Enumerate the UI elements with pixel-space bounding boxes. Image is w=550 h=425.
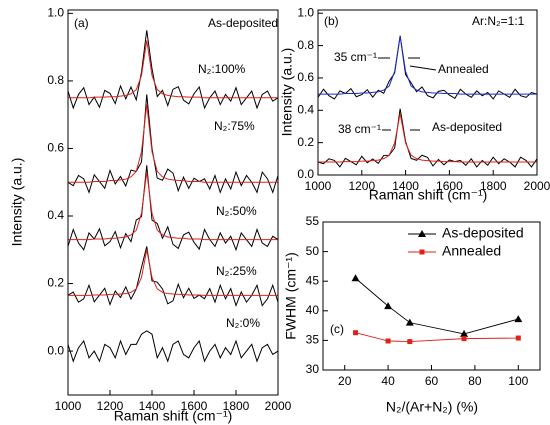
panel-label: (c) xyxy=(330,322,344,336)
series-line xyxy=(318,35,537,100)
x-tick-label: 100 xyxy=(508,374,528,388)
curve-label: Annealed xyxy=(438,62,489,76)
y-tick-label: 0.6 xyxy=(47,141,64,155)
marker xyxy=(407,339,413,345)
plot-frame xyxy=(322,221,541,371)
curve-label: N₂:25% xyxy=(216,264,257,278)
curve-label: N₂:50% xyxy=(216,204,257,218)
x-tick-label: 1200 xyxy=(97,399,124,413)
y-tick-label: 30 xyxy=(306,362,320,376)
series-line xyxy=(68,104,278,183)
x-tick-label: 1000 xyxy=(305,179,332,193)
plot-lines xyxy=(355,277,519,343)
x-tick-label: 1800 xyxy=(223,399,250,413)
series-line xyxy=(68,94,278,194)
annotation: 38 cm⁻¹ xyxy=(338,122,381,136)
series-line xyxy=(68,172,278,241)
x-tick-label: 2000 xyxy=(265,399,292,413)
curve-label: As-deposited xyxy=(432,120,502,134)
marker xyxy=(461,336,467,342)
y-tick-label: 1.0 xyxy=(297,5,314,19)
series-line xyxy=(68,40,278,99)
legend-label: As-deposited xyxy=(442,225,524,241)
marker xyxy=(419,249,425,255)
x-axis-title: Raman shift (cm⁻¹) xyxy=(114,408,233,424)
x-tick-label: 80 xyxy=(468,374,482,388)
y-tick-label: 50 xyxy=(306,244,320,258)
x-tick-label: 1600 xyxy=(436,179,463,193)
panel-label: (a) xyxy=(74,16,89,30)
y-tick-label: 55 xyxy=(306,214,320,228)
y-tick-label: 0.2 xyxy=(47,276,64,290)
y-tick-label: 0.0 xyxy=(47,343,64,357)
y-tick-label: 35 xyxy=(306,333,320,347)
series-line xyxy=(68,249,278,296)
curve-label: N₂:75% xyxy=(214,119,255,133)
arrow xyxy=(409,65,437,71)
x-tick-label: 1000 xyxy=(55,399,82,413)
x-axis-title: Raman shift (cm⁻¹) xyxy=(369,187,488,203)
annotation: Ar:N₂=1:1 xyxy=(472,14,525,28)
marker xyxy=(514,315,523,323)
x-tick-label: 60 xyxy=(425,374,439,388)
series-line xyxy=(68,165,278,252)
y-tick-label: 0.6 xyxy=(297,70,314,84)
y-tick-label: 0.2 xyxy=(297,135,314,149)
y-tick-label: 45 xyxy=(306,273,320,287)
plot-frame xyxy=(317,9,538,176)
y-tick-label: 0.8 xyxy=(297,38,314,52)
plot-lines xyxy=(68,30,278,363)
marker xyxy=(384,302,393,310)
x-tick-label: 1200 xyxy=(348,179,375,193)
marker xyxy=(418,230,426,237)
series-line xyxy=(355,277,519,335)
arrows xyxy=(378,57,437,131)
marker xyxy=(405,318,414,326)
y-tick-label: 0.4 xyxy=(47,208,64,222)
y-axis-title: Intensity (a.u.) xyxy=(9,158,25,247)
plot-frame xyxy=(67,9,279,396)
series-line xyxy=(318,35,537,95)
series-line xyxy=(355,332,519,343)
curve-label: N₂:0% xyxy=(226,316,260,330)
marker xyxy=(353,330,359,336)
x-tick-label: 40 xyxy=(381,374,395,388)
marker xyxy=(515,335,521,341)
series-line xyxy=(68,330,278,363)
x-axis-title: N₂/(Ar+N₂) (%) xyxy=(386,399,478,415)
y-axis-title: Intensity (a.u.) xyxy=(279,48,295,137)
marker xyxy=(385,338,391,344)
annotation: 35 cm⁻¹ xyxy=(334,50,377,64)
x-tick-label: 1600 xyxy=(181,399,208,413)
y-tick-label: 1.0 xyxy=(47,6,64,20)
panel-label: (b) xyxy=(324,14,339,28)
x-tick-label: 1800 xyxy=(480,179,507,193)
x-tick-label: 2000 xyxy=(524,179,550,193)
y-tick-label: 0.8 xyxy=(47,73,64,87)
series-line xyxy=(318,108,537,168)
curve-label: N₂:100% xyxy=(198,62,246,76)
legend-label: Annealed xyxy=(442,243,501,259)
annotation: As-deposited xyxy=(208,16,278,30)
marker xyxy=(351,274,360,282)
series-line xyxy=(68,30,278,110)
plot-lines xyxy=(318,35,537,168)
y-tick-label: 0.4 xyxy=(297,102,314,116)
x-tick-label: 1400 xyxy=(139,399,166,413)
y-axis-title: FWHM (cm⁻¹) xyxy=(283,252,299,339)
y-tick-label: 40 xyxy=(306,303,320,317)
series-line xyxy=(318,113,537,163)
marker xyxy=(460,329,469,337)
x-tick-label: 20 xyxy=(338,374,352,388)
x-tick-label: 1400 xyxy=(392,179,419,193)
y-tick-label: 0.0 xyxy=(297,167,314,181)
